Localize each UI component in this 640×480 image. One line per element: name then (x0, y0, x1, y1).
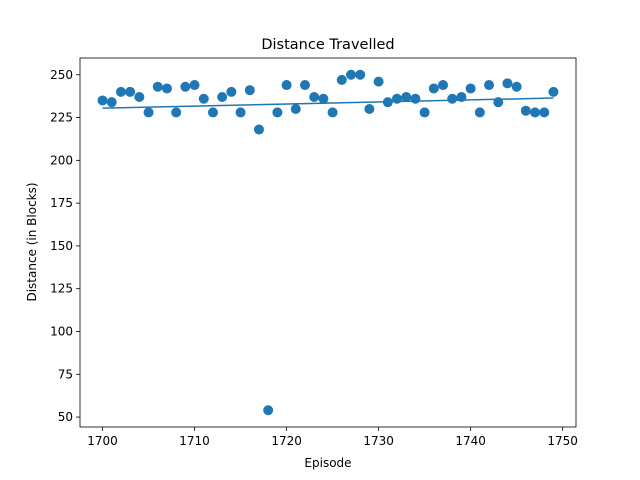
x-tick-label: 1750 (547, 434, 578, 448)
x-tick-label: 1720 (271, 434, 302, 448)
data-point (272, 107, 283, 118)
data-point (438, 80, 449, 91)
data-point (217, 92, 228, 103)
data-point (364, 104, 375, 115)
data-point (327, 107, 338, 118)
y-tick-label: 75 (58, 367, 73, 381)
data-point (171, 107, 182, 118)
y-tick-label: 150 (50, 239, 73, 253)
y-tick-label: 100 (50, 324, 73, 338)
data-point (484, 80, 495, 91)
axes-background (80, 58, 576, 427)
data-point (115, 86, 126, 97)
axes-frame (79, 57, 577, 428)
y-tick-label: 125 (50, 282, 73, 296)
y-tick-label: 250 (50, 68, 73, 82)
data-point (336, 74, 347, 85)
data-point (161, 83, 172, 94)
y-tick-label: 50 (58, 410, 73, 424)
data-point (401, 92, 412, 103)
data-point (152, 81, 163, 92)
data-point (97, 95, 108, 106)
data-point (355, 69, 366, 80)
data-point (447, 93, 458, 104)
x-tick-label: 1700 (87, 434, 118, 448)
y-tick-label: 200 (50, 153, 73, 167)
data-point (539, 107, 550, 118)
data-point (548, 86, 559, 97)
data-point (244, 85, 255, 96)
y-tick-label: 225 (50, 111, 73, 125)
data-point (125, 86, 136, 97)
chart-title: Distance Travelled (261, 37, 394, 53)
y-tick-label: 175 (50, 196, 73, 210)
data-point (373, 76, 384, 87)
x-tick-label: 1730 (363, 434, 394, 448)
data-point (511, 81, 522, 92)
data-point (143, 107, 154, 118)
x-axis-label: Episode (304, 456, 351, 470)
data-point (474, 107, 485, 118)
data-point (134, 92, 145, 103)
data-point (520, 105, 531, 116)
data-point (346, 69, 357, 80)
data-point (530, 107, 541, 118)
x-tick-label: 1740 (455, 434, 486, 448)
data-point (281, 80, 292, 91)
data-point (235, 107, 246, 118)
data-point (253, 124, 264, 135)
y-axis-label: Distance (in Blocks) (25, 182, 39, 301)
data-point (207, 107, 218, 118)
trend-line (102, 97, 554, 109)
data-point (263, 405, 274, 416)
data-point (290, 104, 301, 115)
data-point (106, 97, 117, 108)
data-point (410, 93, 421, 104)
data-point (309, 92, 320, 103)
x-tick-label: 1710 (179, 434, 210, 448)
data-point (428, 83, 439, 94)
data-point (318, 93, 329, 104)
data-point (299, 80, 310, 91)
data-point (189, 80, 200, 91)
data-point (198, 93, 209, 104)
data-point (180, 81, 191, 92)
plot-area: 1700 1710 1720 1730 1740 1750 50 75 100 125 150 175… (50, 57, 578, 448)
data-point (226, 86, 237, 97)
data-point (465, 83, 476, 94)
data-point (419, 107, 430, 118)
data-point (502, 78, 513, 89)
